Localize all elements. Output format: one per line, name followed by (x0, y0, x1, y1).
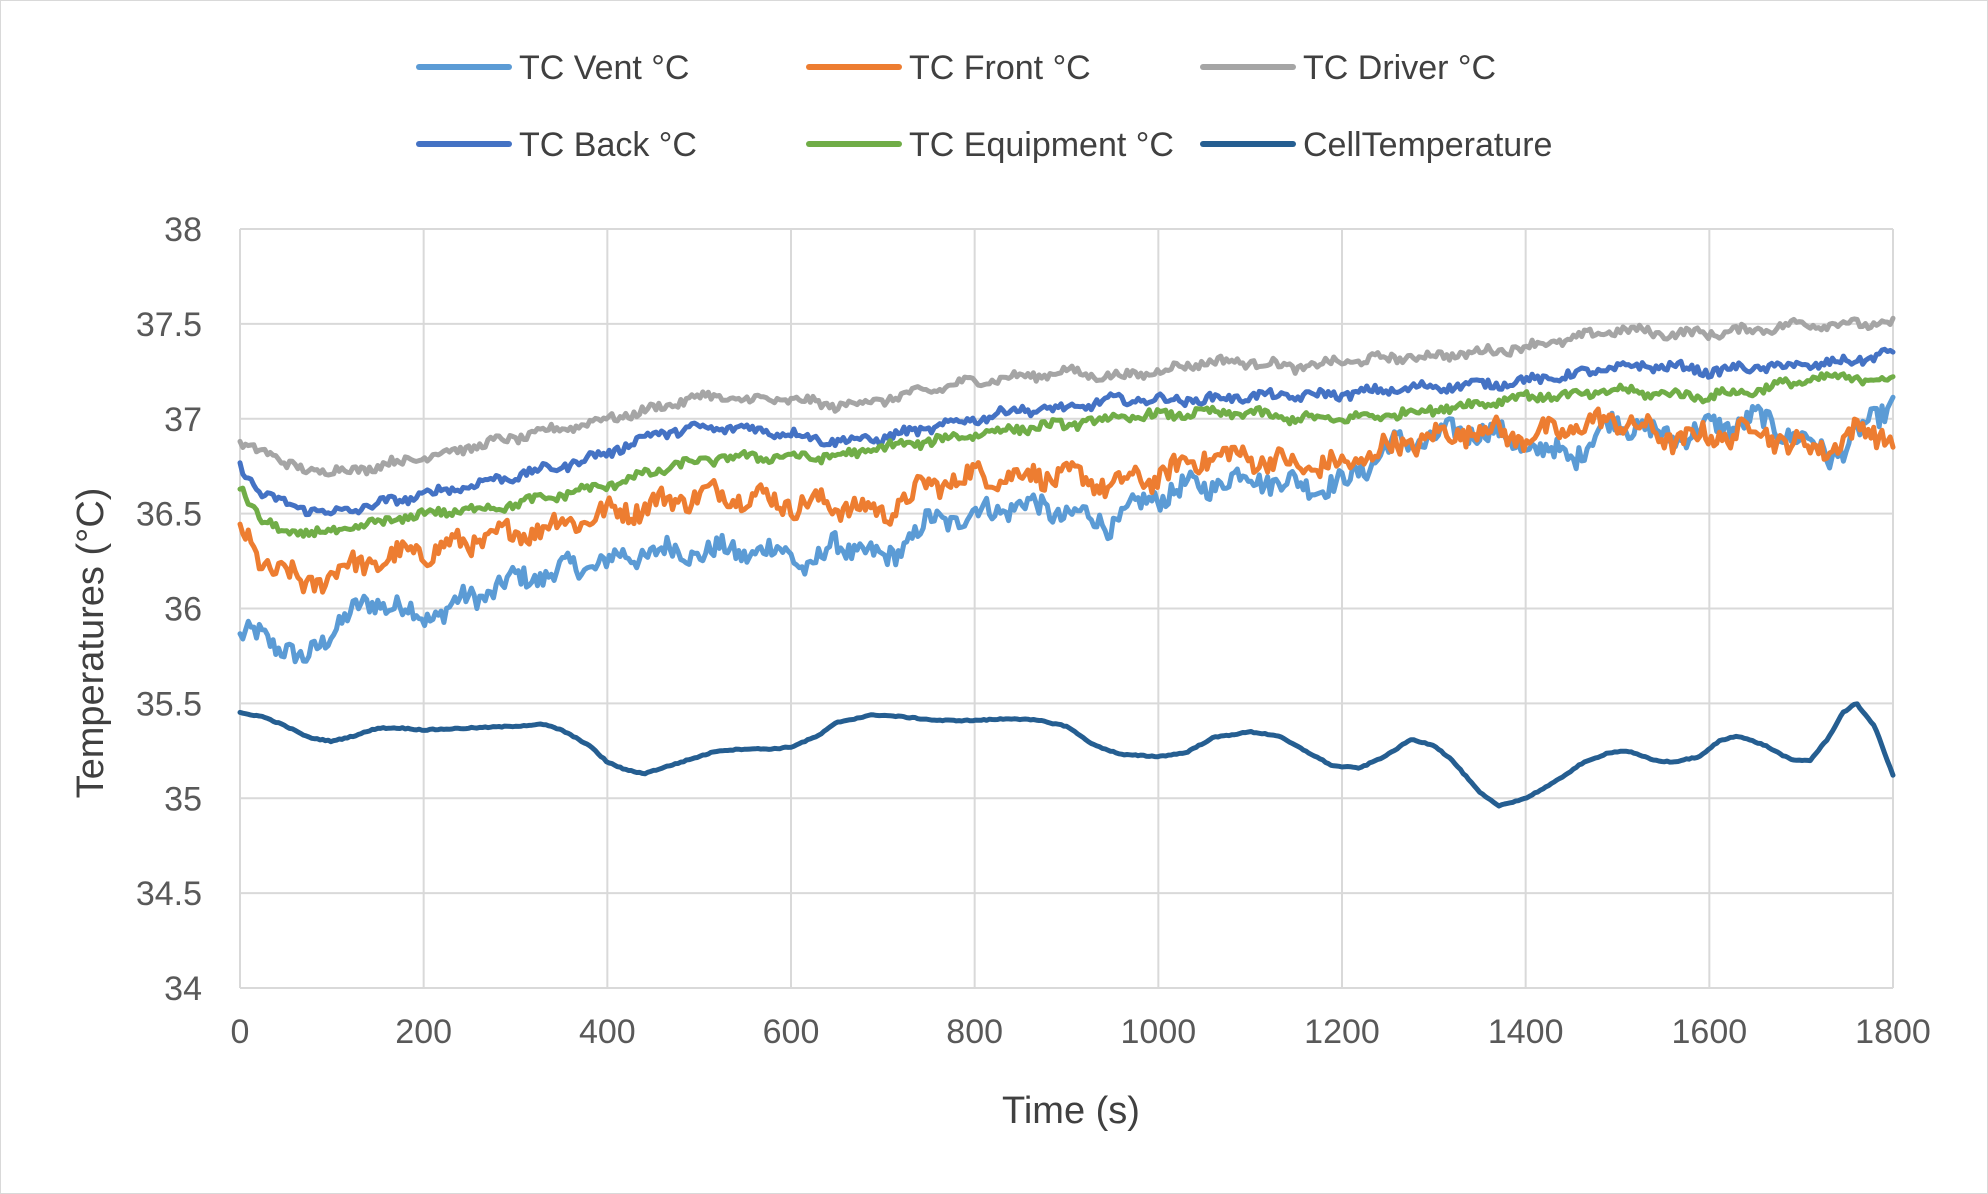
x-tick-label: 1400 (1488, 1013, 1564, 1051)
y-tick-label: 38 (164, 211, 202, 249)
y-axis-title: Temperatures (°C) (70, 488, 112, 799)
legend-label: TC Vent °C (519, 49, 689, 87)
axes: 34 34.5 35 35.5 36 36.5 37 37.5 38 0 200 400 600 800 1… (136, 211, 1931, 1051)
x-tick-label: 1600 (1672, 1013, 1748, 1051)
y-tick-label: 35 (164, 780, 202, 818)
y-tick-label: 34.5 (136, 875, 202, 913)
legend: TC Vent °C TC Front °C TC Driver °C TC Back… (416, 49, 1552, 164)
series-line-2 (237, 406, 1896, 595)
gridlines (239, 228, 1894, 989)
y-tick-label: 37.5 (136, 306, 202, 344)
x-tick-label: 1800 (1855, 1013, 1931, 1051)
y-tick-label: 36.5 (136, 496, 202, 534)
series-line-5 (237, 371, 1896, 539)
x-tick-label: 800 (946, 1013, 1003, 1051)
series-line-4 (237, 346, 1896, 518)
x-tick-label: 1000 (1121, 1013, 1197, 1051)
series-lines (237, 315, 1896, 809)
x-tick-label: 0 (231, 1013, 250, 1051)
legend-label: TC Equipment °C (909, 126, 1174, 164)
x-tick-label: 1200 (1304, 1013, 1380, 1051)
legend-label: CellTemperature (1303, 126, 1552, 164)
series-line-1 (237, 394, 1896, 665)
legend-label: TC Front °C (909, 49, 1091, 87)
series-line-3 (237, 315, 1896, 478)
y-tick-label: 34 (164, 970, 202, 1008)
series-line-6 (237, 701, 1896, 809)
x-tick-label: 600 (763, 1013, 820, 1051)
legend-label: TC Back °C (519, 126, 697, 164)
y-tick-label: 37 (164, 401, 202, 439)
x-tick-label: 400 (579, 1013, 636, 1051)
y-tick-label: 36 (164, 591, 202, 629)
y-tick-label: 35.5 (136, 685, 202, 723)
x-axis-title: Time (s) (1002, 1090, 1140, 1132)
x-tick-label: 200 (395, 1013, 452, 1051)
legend-label: TC Driver °C (1303, 49, 1496, 87)
